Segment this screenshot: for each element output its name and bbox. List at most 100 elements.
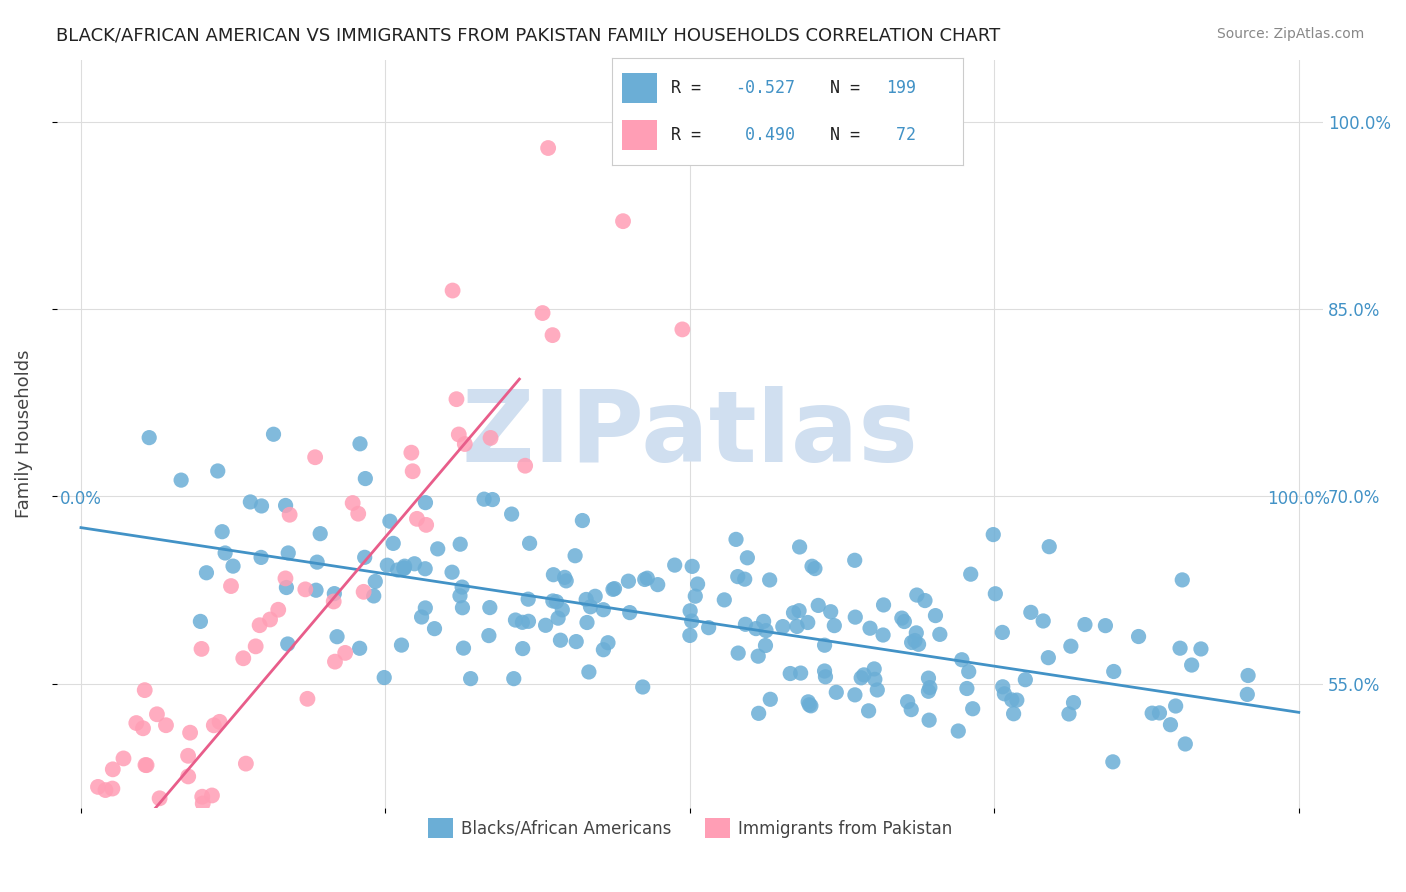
Point <box>685 589 707 603</box>
Point <box>852 668 875 682</box>
Point <box>512 641 534 656</box>
Point <box>917 671 939 685</box>
Point <box>277 546 299 560</box>
Point <box>135 865 157 880</box>
Point <box>893 615 915 629</box>
Point <box>799 698 821 712</box>
Point <box>519 536 541 550</box>
Point <box>636 571 658 585</box>
Point <box>101 762 124 776</box>
Point <box>1164 699 1187 714</box>
Point <box>353 584 375 599</box>
Point <box>734 617 756 632</box>
Point <box>537 141 560 155</box>
Point <box>149 791 172 805</box>
Point <box>101 781 124 796</box>
Point <box>772 619 794 633</box>
Point <box>446 392 468 407</box>
Point <box>759 692 782 706</box>
Point <box>602 582 624 597</box>
Point <box>451 600 474 615</box>
Point <box>551 603 574 617</box>
Point <box>583 589 606 603</box>
Point <box>543 567 565 582</box>
Point <box>517 592 540 607</box>
Point <box>534 618 557 632</box>
Point <box>564 549 586 563</box>
Point <box>451 580 474 594</box>
Point <box>170 473 193 487</box>
Point <box>679 604 702 618</box>
Point <box>132 721 155 735</box>
Point <box>917 684 939 698</box>
Point <box>991 680 1014 694</box>
Point <box>897 695 920 709</box>
Point <box>1102 665 1125 679</box>
Point <box>1074 617 1097 632</box>
Point <box>224 827 246 841</box>
Point <box>323 655 346 669</box>
Point <box>239 495 262 509</box>
Point <box>423 622 446 636</box>
Point <box>134 758 156 772</box>
Point <box>278 508 301 522</box>
Point <box>322 594 344 608</box>
Text: 0.0%: 0.0% <box>60 491 101 508</box>
Point <box>263 427 285 442</box>
Point <box>796 615 818 630</box>
Point <box>596 636 619 650</box>
Point <box>195 566 218 580</box>
Point <box>981 527 1004 541</box>
Point <box>789 540 811 554</box>
Point <box>1149 706 1171 720</box>
Point <box>872 628 894 642</box>
Point <box>787 604 810 618</box>
Point <box>426 541 449 556</box>
Text: -0.527: -0.527 <box>734 79 794 97</box>
Point <box>191 789 214 804</box>
Point <box>844 553 866 567</box>
Point <box>758 573 780 587</box>
Point <box>1014 673 1036 687</box>
Point <box>724 533 747 547</box>
Point <box>748 706 770 721</box>
Point <box>905 626 928 640</box>
Point <box>186 872 208 887</box>
Point <box>904 633 927 648</box>
Point <box>634 573 657 587</box>
Point <box>202 718 225 732</box>
Point <box>349 437 371 451</box>
Point <box>125 716 148 731</box>
Point <box>505 613 527 627</box>
Point <box>277 637 299 651</box>
Point <box>481 492 503 507</box>
Point <box>146 707 169 722</box>
Point <box>460 672 482 686</box>
Point <box>401 445 423 459</box>
Point <box>1094 618 1116 632</box>
Text: N =: N = <box>830 79 869 97</box>
Point <box>531 306 554 320</box>
Point <box>413 562 436 576</box>
Point <box>734 572 756 586</box>
Point <box>382 536 405 550</box>
Point <box>575 592 598 607</box>
Point <box>844 688 866 702</box>
Point <box>664 558 686 573</box>
Point <box>681 614 703 628</box>
Point <box>112 751 135 765</box>
Point <box>364 574 387 589</box>
Point <box>1168 641 1191 656</box>
Point <box>863 662 886 676</box>
Point <box>1181 658 1204 673</box>
Point <box>571 514 593 528</box>
Point <box>804 561 827 575</box>
Point <box>727 646 749 660</box>
Point <box>392 561 415 575</box>
Point <box>813 638 835 652</box>
Point <box>307 555 329 569</box>
Text: BLACK/AFRICAN AMERICAN VS IMMIGRANTS FROM PAKISTAN FAMILY HOUSEHOLDS CORRELATION: BLACK/AFRICAN AMERICAN VS IMMIGRANTS FRO… <box>56 27 1001 45</box>
Point <box>800 698 823 713</box>
Point <box>250 550 273 565</box>
Point <box>305 583 328 598</box>
